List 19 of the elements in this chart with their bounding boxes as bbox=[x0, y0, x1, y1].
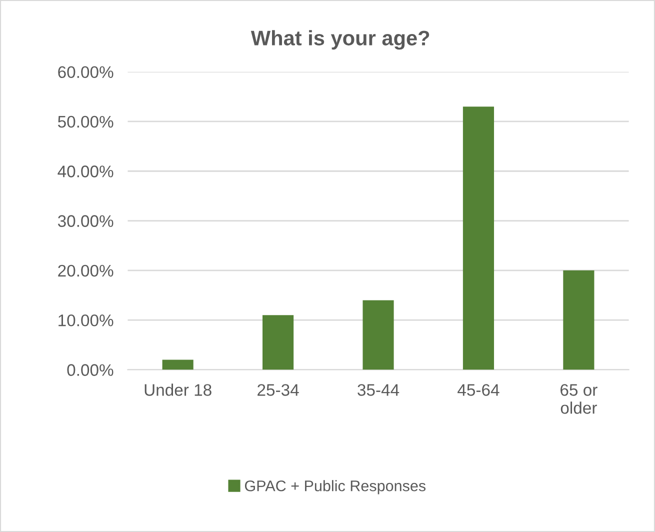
bar bbox=[162, 360, 194, 370]
chart-title: What is your age? bbox=[250, 30, 430, 50]
x-tick-label: 25-34 bbox=[258, 384, 299, 396]
bar bbox=[563, 270, 594, 370]
y-tick-label: 10.00% bbox=[58, 314, 114, 326]
bar bbox=[262, 315, 294, 370]
bar bbox=[462, 106, 494, 370]
x-tick-label: 35-44 bbox=[358, 384, 400, 396]
y-tick-label: 0.00% bbox=[67, 364, 114, 376]
y-tick-label: 30.00% bbox=[58, 215, 114, 227]
x-tick-label: 65 or older bbox=[560, 384, 598, 414]
bar bbox=[362, 300, 394, 370]
x-tick-label: Under 18 bbox=[144, 384, 212, 396]
y-tick-label: 40.00% bbox=[58, 166, 114, 178]
x-tick-label: 45-64 bbox=[458, 384, 500, 396]
legend-label: GPAC + Public Responses bbox=[244, 480, 426, 494]
y-tick-label: 60.00% bbox=[58, 66, 114, 78]
y-tick-label: 20.00% bbox=[58, 264, 114, 277]
y-tick-label: 50.00% bbox=[58, 116, 114, 128]
